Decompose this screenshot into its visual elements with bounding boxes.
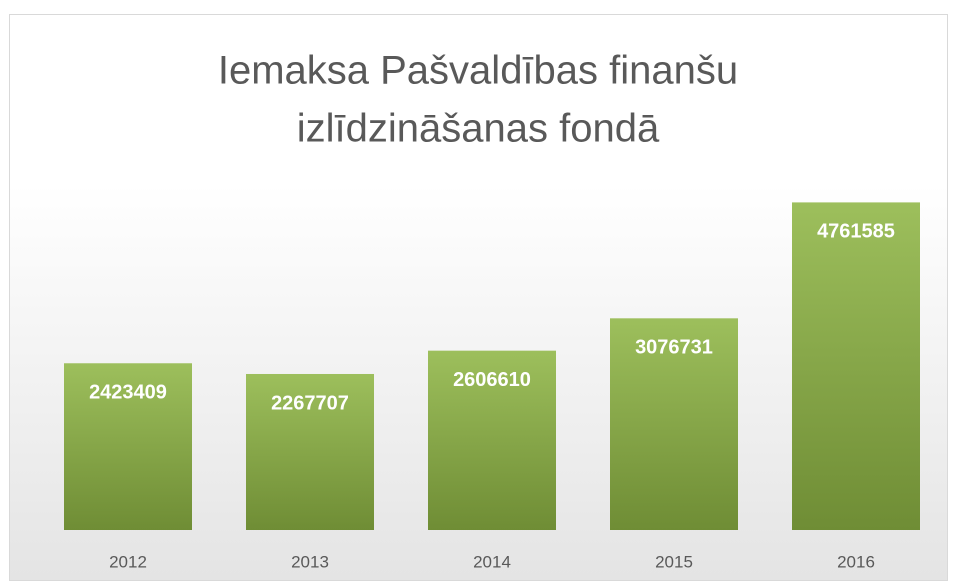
bar	[246, 373, 374, 530]
data-label: 4761585	[817, 221, 895, 243]
x-tick-label: 2014	[473, 552, 511, 571]
x-tick-label: 2015	[655, 552, 693, 571]
bar	[792, 202, 920, 530]
x-tick-label: 2012	[109, 552, 147, 571]
bar	[610, 318, 738, 530]
bar	[428, 350, 556, 530]
data-label: 2423409	[89, 382, 167, 404]
x-tick-label: 2016	[837, 552, 875, 571]
x-tick-label: 2013	[291, 552, 329, 571]
bar	[64, 363, 192, 530]
chart-title: izlīdzināšanas fondā	[297, 107, 660, 151]
data-label: 2606610	[453, 369, 531, 391]
chart-title: Iemaksa Pašvaldības finanšu	[218, 49, 738, 93]
data-label: 3076731	[635, 337, 713, 359]
data-label: 2267707	[271, 392, 349, 414]
